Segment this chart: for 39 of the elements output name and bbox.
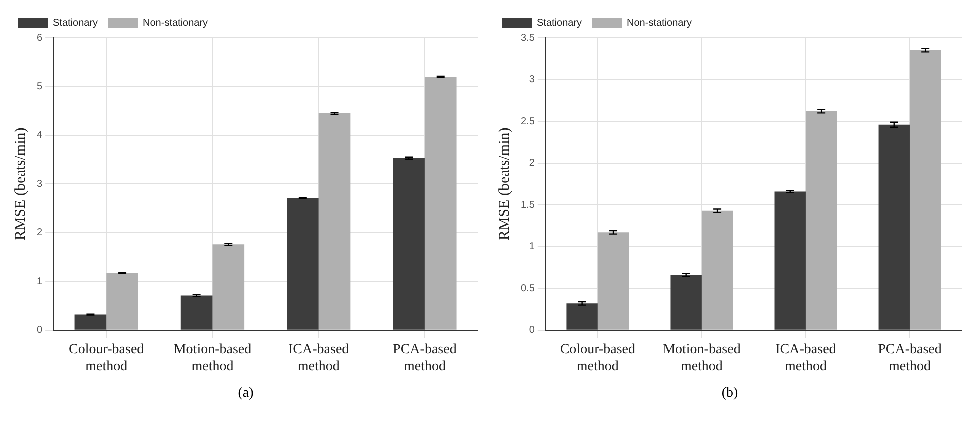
y-tick-label: 3 bbox=[529, 74, 536, 86]
y-tick-label: 1 bbox=[529, 242, 536, 253]
y-tick-label: 0 bbox=[529, 325, 536, 336]
bar bbox=[106, 273, 138, 330]
y-tick-label: 3 bbox=[37, 178, 43, 190]
y-tick-label: 2 bbox=[529, 158, 536, 170]
legend-label: Stationary bbox=[53, 18, 98, 29]
bar bbox=[806, 112, 838, 330]
y-tick-label: 5 bbox=[37, 81, 43, 92]
legend-label: Stationary bbox=[537, 18, 582, 29]
x-tick-label: PCA-based method bbox=[878, 342, 942, 374]
y-tick-label: 6 bbox=[37, 32, 43, 44]
x-tick-label: Colour-based method bbox=[69, 342, 144, 374]
x-tick-label: ICA-based method bbox=[776, 342, 836, 374]
y-tick-label: 0.5 bbox=[520, 283, 536, 294]
y-tick-label: 2 bbox=[37, 228, 43, 239]
y-tick-label: 2.5 bbox=[520, 116, 536, 128]
bar bbox=[598, 232, 630, 330]
bar bbox=[910, 50, 942, 330]
bar bbox=[424, 76, 457, 330]
legend-label: Non-stationary bbox=[143, 18, 208, 29]
y-tick-label: 3.5 bbox=[520, 32, 536, 44]
y-tick-label: 1.5 bbox=[520, 200, 536, 211]
x-tick-label: ICA-based method bbox=[288, 342, 350, 374]
bar bbox=[318, 114, 351, 330]
x-tick-label: Motion-based method bbox=[174, 342, 252, 374]
x-tick-label: PCA-based method bbox=[393, 342, 457, 374]
y-axis-title: RMSE (beats/min) bbox=[496, 128, 513, 241]
y-tick-label: 4 bbox=[37, 130, 43, 142]
y-axis-title: RMSE (beats/min) bbox=[12, 128, 29, 241]
x-tick-label: Colour-based method bbox=[560, 342, 636, 374]
y-tick-label: 0 bbox=[37, 325, 43, 336]
y-tick-label: 1 bbox=[37, 276, 43, 288]
text: (a) bbox=[238, 386, 254, 402]
bar bbox=[212, 244, 245, 330]
legend-label: Non-stationary bbox=[627, 18, 692, 29]
x-tick-label: Motion-based method bbox=[663, 342, 741, 374]
bar bbox=[702, 210, 734, 330]
text: (b) bbox=[722, 386, 738, 402]
